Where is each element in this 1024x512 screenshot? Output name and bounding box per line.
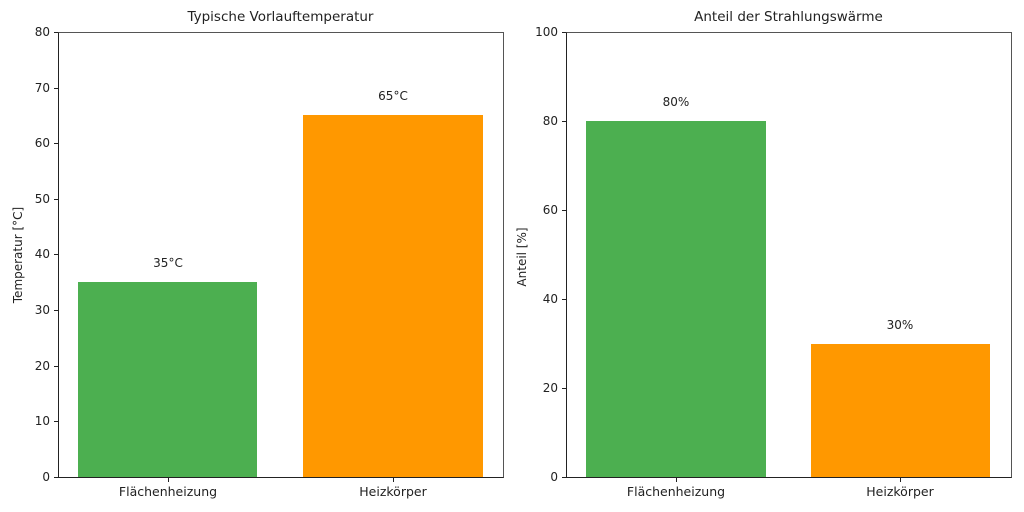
y-tick-mark <box>54 421 58 422</box>
y-tick-label: 0 <box>42 470 50 484</box>
y-tick-label: 70 <box>34 81 50 95</box>
x-tick-mark <box>676 478 677 482</box>
chart-title: Anteil der Strahlungswärme <box>694 9 883 25</box>
chart-title: Typische Vorlauftemperatur <box>187 9 374 25</box>
y-tick-label: 20 <box>34 359 50 373</box>
y-tick-label: 40 <box>542 292 558 306</box>
x-tick-label: Heizkörper <box>866 484 934 499</box>
y-tick-mark <box>54 143 58 144</box>
y-tick-label: 60 <box>542 203 558 217</box>
y-tick-mark <box>54 310 58 311</box>
y-tick-mark <box>562 299 566 300</box>
bar-heizkoerper <box>303 115 483 477</box>
y-tick-label: 40 <box>34 247 50 261</box>
bar-flaechenheizung <box>78 282 257 477</box>
bar-value-label: 65°C <box>378 89 408 103</box>
y-tick-mark <box>562 121 566 122</box>
y-tick-label: 0 <box>550 470 558 484</box>
y-tick-label: 30 <box>34 303 50 317</box>
y-tick-label: 20 <box>542 381 558 395</box>
bar-heizkoerper <box>811 344 990 477</box>
y-tick-label: 50 <box>34 192 50 206</box>
y-tick-label: 80 <box>542 114 558 128</box>
y-tick-mark <box>54 477 58 478</box>
bar-value-label: 80% <box>662 95 690 109</box>
x-tick-label: Flächenheizung <box>626 484 726 499</box>
bar-flaechenheizung <box>586 121 766 477</box>
y-tick-mark <box>562 210 566 211</box>
x-tick-mark <box>168 478 169 482</box>
y-tick-mark <box>54 254 58 255</box>
y-tick-label: 80 <box>34 25 50 39</box>
y-tick-mark <box>54 32 58 33</box>
y-tick-label: 10 <box>34 414 50 428</box>
y-tick-label: 60 <box>34 136 50 150</box>
y-tick-mark <box>54 88 58 89</box>
y-axis-label: Anteil [%] <box>515 227 529 287</box>
x-tick-label: Flächenheizung <box>118 484 218 499</box>
y-tick-mark <box>562 477 566 478</box>
y-tick-mark <box>562 388 566 389</box>
bar-value-label: 35°C <box>153 256 183 270</box>
x-tick-label: Heizkörper <box>359 484 427 499</box>
y-tick-mark <box>562 32 566 33</box>
y-tick-label: 100 <box>535 25 558 39</box>
x-tick-mark <box>393 478 394 482</box>
x-tick-mark <box>900 478 901 482</box>
y-tick-mark <box>54 366 58 367</box>
bar-value-label: 30% <box>886 318 914 332</box>
y-tick-mark <box>54 199 58 200</box>
